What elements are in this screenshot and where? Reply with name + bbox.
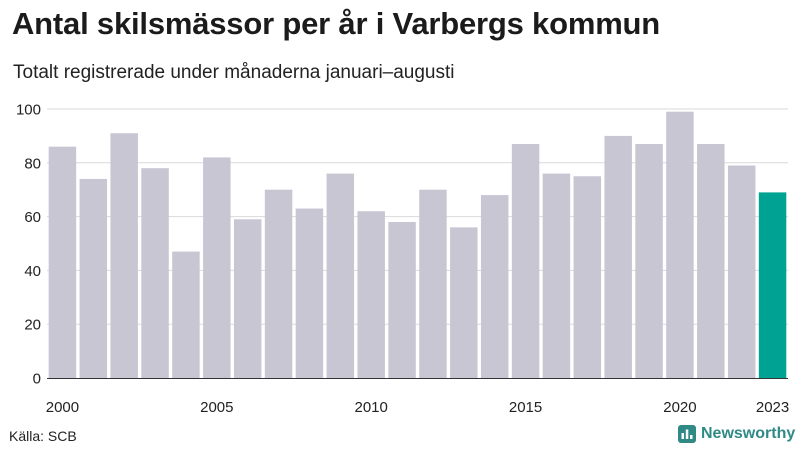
newsworthy-brand: Newsworthy <box>678 425 795 443</box>
bar-2000 <box>48 146 77 378</box>
bar-2001 <box>79 178 108 378</box>
bar-2003 <box>141 168 169 378</box>
x-tick-label-2005: 2005 <box>200 399 233 416</box>
bar-2018 <box>604 135 632 378</box>
x-tick-label-2010: 2010 <box>355 399 388 416</box>
bar-2004 <box>172 251 200 378</box>
y-tick-label: 80 <box>24 155 41 172</box>
x-tick-label-2023: 2023 <box>756 399 789 416</box>
bar-2023 <box>758 192 787 378</box>
bar-2007 <box>264 189 293 378</box>
bar-2019 <box>635 143 663 378</box>
bar-2012 <box>419 189 447 378</box>
bar-2014 <box>480 195 509 378</box>
y-tick-label: 100 <box>16 102 41 119</box>
brand-name: Newsworthy <box>701 425 796 442</box>
x-tick-label-2020: 2020 <box>663 399 696 416</box>
bar-2006 <box>233 219 262 378</box>
y-tick-label: 60 <box>24 209 41 226</box>
x-tick-label-2000: 2000 <box>46 399 79 416</box>
bar-2016 <box>542 173 571 378</box>
x-axis-ticks: 2000 2005 2010 2015 2020 2023 <box>46 399 790 416</box>
y-tick-label: 0 <box>33 371 41 388</box>
chart-subtitle: Totalt registrerade under månaderna janu… <box>13 62 455 83</box>
y-axis-ticks: 0 20 40 60 80 100 <box>16 102 41 388</box>
bar-2017 <box>573 176 602 378</box>
bar-2022 <box>727 165 756 378</box>
chart-title: Antal skilsmässor per år i Varbergs komm… <box>12 6 661 41</box>
bar-2005 <box>203 157 231 378</box>
bar-2008 <box>295 208 324 378</box>
y-tick-label: 20 <box>24 317 41 334</box>
bar-2015 <box>511 143 540 378</box>
bar-2011 <box>388 221 416 378</box>
source-note: Källa: SCB <box>9 428 77 444</box>
bar-2009 <box>326 173 355 378</box>
bar-2002 <box>110 133 138 378</box>
bar-2020 <box>666 111 694 378</box>
bar-2010 <box>357 211 385 378</box>
bar-2021 <box>697 143 725 378</box>
grid-lines <box>47 108 788 325</box>
bars <box>48 111 787 378</box>
x-tick-label-2015: 2015 <box>509 399 542 416</box>
newsworthy-logo-icon <box>678 425 696 443</box>
y-tick-label: 40 <box>24 263 41 280</box>
bar-2013 <box>450 227 478 378</box>
